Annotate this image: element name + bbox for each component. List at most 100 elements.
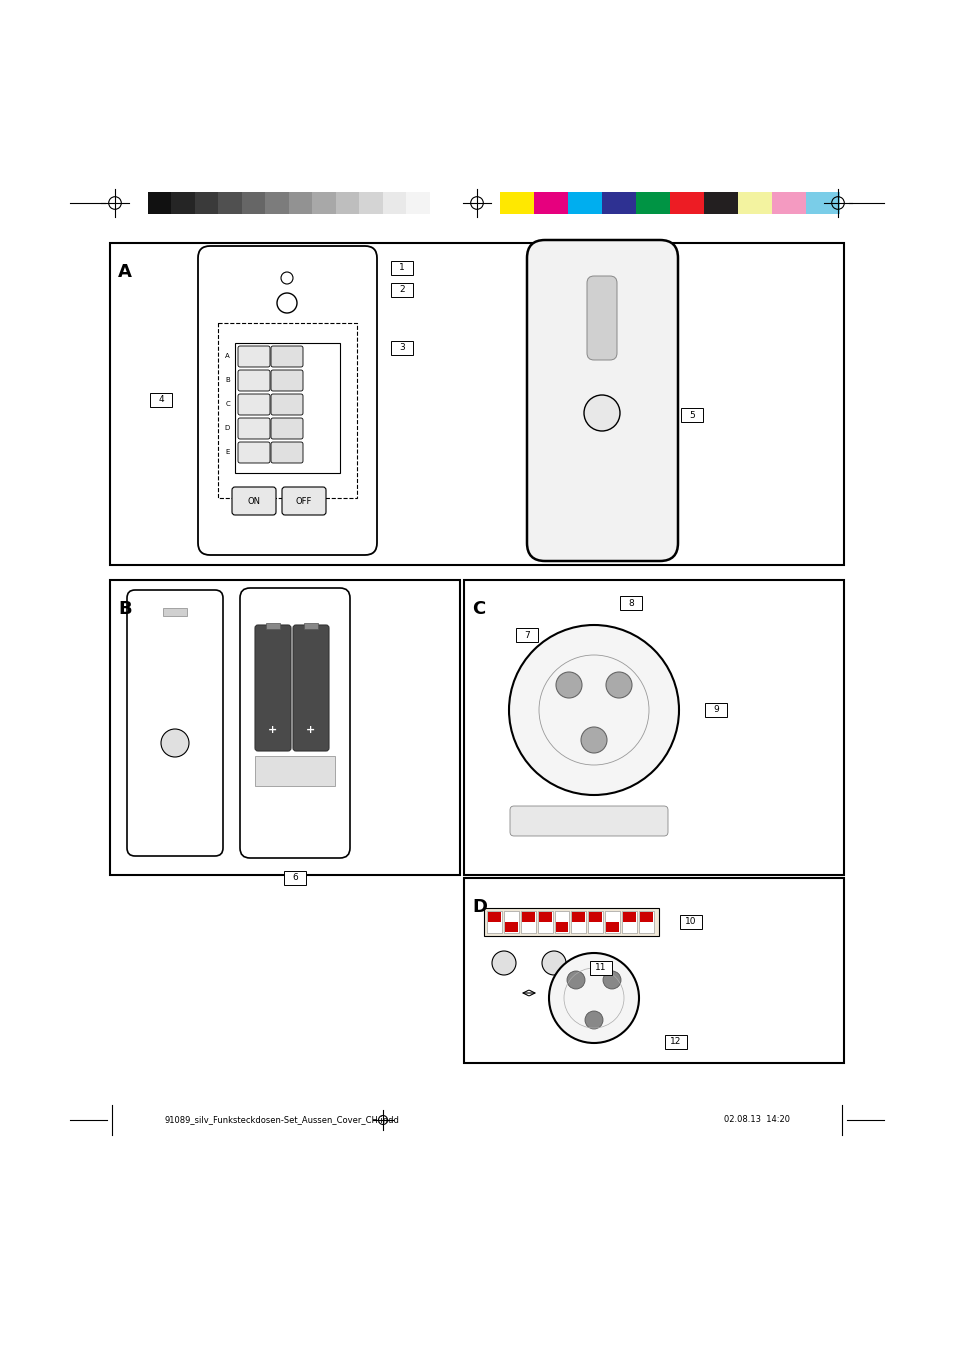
FancyBboxPatch shape — [237, 370, 270, 390]
Bar — [391, 340, 413, 355]
FancyBboxPatch shape — [127, 590, 223, 857]
Circle shape — [541, 951, 565, 975]
Bar — [110, 243, 843, 565]
Bar — [463, 878, 843, 1063]
FancyBboxPatch shape — [526, 240, 678, 561]
Bar — [148, 192, 172, 213]
Text: 2: 2 — [398, 285, 404, 295]
Text: B: B — [225, 377, 230, 382]
Bar — [534, 192, 567, 213]
Circle shape — [509, 626, 679, 794]
Bar — [234, 343, 339, 473]
Bar — [520, 911, 536, 934]
FancyBboxPatch shape — [237, 394, 270, 415]
FancyBboxPatch shape — [254, 626, 291, 751]
Bar — [406, 192, 430, 213]
Text: 7: 7 — [523, 631, 529, 639]
Bar — [463, 580, 843, 875]
Text: 6: 6 — [292, 874, 297, 882]
Text: 8: 8 — [627, 598, 633, 608]
Bar — [589, 961, 612, 975]
Text: C: C — [472, 600, 485, 617]
FancyBboxPatch shape — [282, 486, 326, 515]
Bar — [391, 282, 413, 297]
FancyBboxPatch shape — [237, 417, 270, 439]
Bar — [499, 192, 534, 213]
Text: 10: 10 — [684, 917, 696, 927]
Bar — [738, 192, 771, 213]
FancyBboxPatch shape — [271, 394, 303, 415]
Bar — [218, 192, 242, 213]
Bar — [194, 192, 218, 213]
Bar — [391, 261, 413, 276]
FancyBboxPatch shape — [237, 346, 270, 367]
Circle shape — [281, 272, 293, 284]
Text: 12: 12 — [670, 1038, 681, 1047]
FancyBboxPatch shape — [271, 370, 303, 390]
Bar — [488, 912, 500, 921]
Bar — [555, 921, 568, 932]
Bar — [110, 580, 459, 875]
Bar — [619, 596, 641, 611]
Circle shape — [556, 671, 581, 698]
Text: OFF: OFF — [295, 497, 312, 505]
Text: 3: 3 — [398, 343, 404, 353]
Text: A: A — [118, 263, 132, 281]
Bar — [504, 921, 517, 932]
Bar — [218, 323, 356, 499]
Bar — [150, 393, 172, 407]
Bar — [266, 623, 280, 630]
Bar — [622, 912, 636, 921]
Bar — [621, 911, 637, 934]
Circle shape — [605, 671, 631, 698]
Bar — [163, 608, 187, 616]
FancyBboxPatch shape — [237, 442, 270, 463]
FancyBboxPatch shape — [271, 346, 303, 367]
Bar — [242, 192, 265, 213]
Bar — [289, 192, 313, 213]
Bar — [601, 192, 636, 213]
Bar — [382, 192, 406, 213]
Bar — [359, 192, 382, 213]
Bar — [589, 912, 601, 921]
Circle shape — [548, 952, 639, 1043]
Bar — [604, 911, 619, 934]
Bar — [284, 871, 306, 885]
Bar — [639, 911, 654, 934]
Bar — [606, 921, 618, 932]
FancyBboxPatch shape — [510, 807, 667, 836]
FancyBboxPatch shape — [293, 626, 329, 751]
Bar — [703, 192, 738, 213]
Bar — [313, 192, 335, 213]
Bar — [664, 1035, 686, 1048]
Bar — [554, 911, 569, 934]
Bar — [483, 908, 659, 936]
Circle shape — [583, 394, 619, 431]
Circle shape — [161, 730, 189, 757]
Text: 5: 5 — [688, 411, 694, 420]
Text: 9: 9 — [713, 705, 719, 715]
Bar — [521, 912, 534, 921]
Bar — [572, 912, 585, 921]
Bar — [172, 192, 194, 213]
Bar — [805, 192, 840, 213]
Text: A: A — [225, 353, 230, 359]
Text: E: E — [226, 449, 230, 455]
Circle shape — [584, 1011, 602, 1029]
Text: +: + — [268, 725, 277, 735]
Bar — [771, 192, 805, 213]
Text: ON: ON — [247, 497, 260, 505]
Bar — [304, 623, 317, 630]
Bar — [486, 911, 501, 934]
FancyBboxPatch shape — [271, 442, 303, 463]
Bar — [636, 192, 669, 213]
Bar — [571, 911, 586, 934]
Bar — [680, 408, 702, 422]
Bar — [254, 757, 335, 786]
Bar — [588, 911, 602, 934]
FancyBboxPatch shape — [232, 486, 275, 515]
Text: C: C — [225, 401, 230, 407]
Bar — [335, 192, 359, 213]
Text: B: B — [118, 600, 132, 617]
Bar — [567, 192, 601, 213]
